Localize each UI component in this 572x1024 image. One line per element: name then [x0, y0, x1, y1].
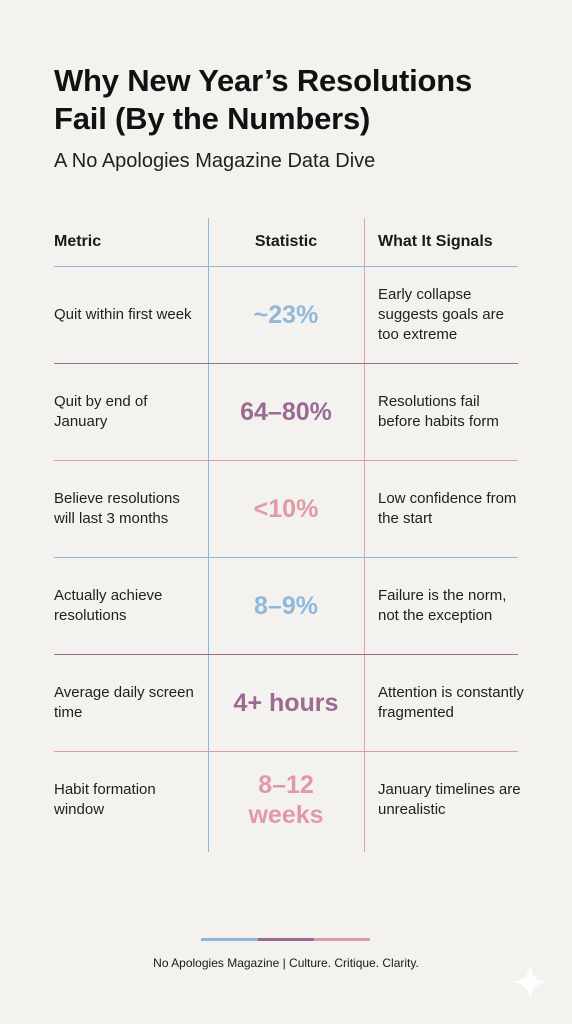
metric-cell: Average daily screen time — [54, 683, 194, 721]
sparkle-icon — [512, 964, 548, 1000]
stats-table: Metric Statistic What It Signals Quit wi… — [54, 218, 524, 852]
column-divider-pink — [364, 218, 365, 852]
signal-cell: Early collapse suggests goals are too ex… — [378, 285, 504, 343]
column-divider-blue — [208, 218, 209, 852]
statistic-cell: 4+ hours — [233, 688, 339, 717]
footer-accent-bar-pink — [314, 938, 370, 941]
signal-cell: Resolutions fail before habits form — [378, 392, 499, 430]
table-row: Average daily screen time 4+ hours Attenti… — [54, 654, 524, 751]
signal-cell: Low confidence from the start — [378, 489, 517, 527]
footer-accent-bar-plum — [258, 938, 314, 941]
row-divider — [54, 460, 518, 461]
metric-cell: Quit within first week — [54, 305, 192, 323]
table-row: Believe resolutions will last 3 months <1… — [54, 460, 518, 557]
table-header-row: Metric Statistic What It Signals — [54, 218, 518, 266]
footer-tagline: No Apologies Magazine | Culture. Critiqu… — [153, 956, 419, 970]
metric-cell: Quit by end of January — [54, 392, 148, 430]
statistic-cell: 8–9% — [254, 591, 318, 620]
statistic-cell: 64–80% — [240, 397, 332, 426]
table-row: Actually achieve resolutions 8–9% Failure … — [54, 557, 518, 654]
metric-cell: Habit formation window — [54, 780, 156, 818]
row-divider — [54, 751, 518, 752]
table-row: Habit formation window 8–12 weeks January … — [54, 751, 521, 848]
statistic-cell: <10% — [253, 494, 319, 523]
row-divider — [54, 363, 518, 364]
header-signal: What It Signals — [378, 233, 493, 250]
signal-cell: Attention is constantly fragmented — [378, 683, 524, 721]
metric-cell: Believe resolutions will last 3 months — [54, 489, 180, 527]
statistic-cell: ~23% — [253, 300, 319, 329]
header-metric: Metric — [54, 233, 102, 250]
table-row: Quit within first week ~23% Early collapse… — [54, 266, 518, 363]
header-statistic: Statistic — [254, 233, 318, 250]
signal-cell: Failure is the norm, not the exception — [378, 586, 507, 624]
footer-accent-bar-blue — [201, 938, 258, 941]
page-subtitle: A No Apologies Magazine Data Dive — [54, 150, 376, 172]
signal-cell: January timelines are unrealistic — [378, 780, 521, 818]
page-title: Why New Year’s Resolutions Fail (By the … — [54, 63, 473, 136]
metric-cell: Actually achieve resolutions — [54, 586, 163, 624]
table-row: Quit by end of January 64–80% Resolutions … — [54, 363, 518, 460]
statistic-cell: 8–12 weeks — [248, 770, 324, 829]
row-divider — [54, 557, 518, 558]
row-divider — [54, 654, 518, 655]
row-divider — [54, 266, 518, 267]
